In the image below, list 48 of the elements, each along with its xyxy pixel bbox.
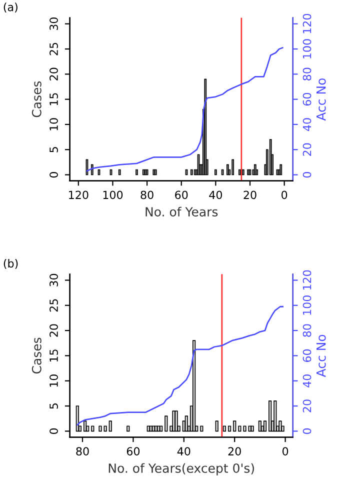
y-tick-label: 5 bbox=[50, 147, 58, 152]
x-tick-label: 0 bbox=[282, 447, 288, 456]
y-tick-label: 5 bbox=[50, 403, 58, 409]
x-tick-label: 100 bbox=[103, 190, 123, 200]
y-tick-label: 25 bbox=[50, 42, 58, 56]
text: (a) bbox=[4, 2, 18, 13]
y-tick-label: 15 bbox=[50, 350, 58, 362]
x-tick-label: 0 bbox=[282, 190, 288, 200]
x-tick-label: 40 bbox=[177, 447, 190, 456]
y2-tick-label: 60 bbox=[302, 349, 312, 362]
x-tick-label: 20 bbox=[244, 190, 256, 200]
y2-axis-title: Acc No bbox=[316, 334, 326, 378]
y-tick-label: 30 bbox=[50, 274, 58, 286]
x-axis-title: No. of Years(except 0's) bbox=[108, 463, 254, 476]
x-tick-label: 60 bbox=[126, 447, 140, 456]
y2-tick-label: 100 bbox=[302, 296, 312, 315]
y-axis-title: Cases bbox=[32, 81, 42, 118]
y-tick-label: 15 bbox=[50, 93, 58, 106]
y-tick-label: 0 bbox=[50, 428, 58, 434]
y-tick-label: 10 bbox=[50, 374, 58, 387]
y2-tick-label: 80 bbox=[302, 324, 312, 337]
y2-axis-title: Acc No bbox=[316, 78, 326, 121]
y2-tick-label: 60 bbox=[302, 92, 312, 106]
y2-tick-label: 120 bbox=[302, 270, 312, 290]
x-tick-label: 80 bbox=[140, 190, 154, 200]
y2-tick-label: 40 bbox=[302, 374, 312, 388]
x-tick-label: 80 bbox=[76, 447, 89, 456]
y2-tick-label: 20 bbox=[302, 400, 312, 412]
x-tick-label: 60 bbox=[175, 190, 188, 200]
text: (b) bbox=[4, 259, 18, 269]
y-axis-title: Cases bbox=[32, 338, 42, 374]
y-tick-label: 10 bbox=[50, 118, 58, 130]
y-tick-label: 25 bbox=[50, 299, 58, 312]
y-tick-label: 20 bbox=[50, 68, 58, 80]
x-tick-label: 120 bbox=[69, 190, 88, 200]
y-tick-label: 20 bbox=[50, 324, 58, 337]
y-tick-label: 30 bbox=[50, 17, 58, 30]
y2-tick-label: 20 bbox=[302, 143, 312, 156]
x-axis-title: No. of Years bbox=[146, 206, 218, 217]
x-tick-label: 20 bbox=[228, 447, 241, 456]
y-tick-label: 0 bbox=[50, 172, 58, 178]
y2-tick-label: 100 bbox=[302, 39, 312, 58]
y2-tick-label: 80 bbox=[302, 68, 312, 80]
y2-tick-label: 120 bbox=[302, 14, 312, 34]
x-tick-label: 40 bbox=[209, 190, 222, 200]
y2-tick-label: 0 bbox=[302, 172, 312, 178]
y2-tick-label: 40 bbox=[302, 118, 312, 131]
y2-tick-label: 0 bbox=[302, 428, 312, 434]
